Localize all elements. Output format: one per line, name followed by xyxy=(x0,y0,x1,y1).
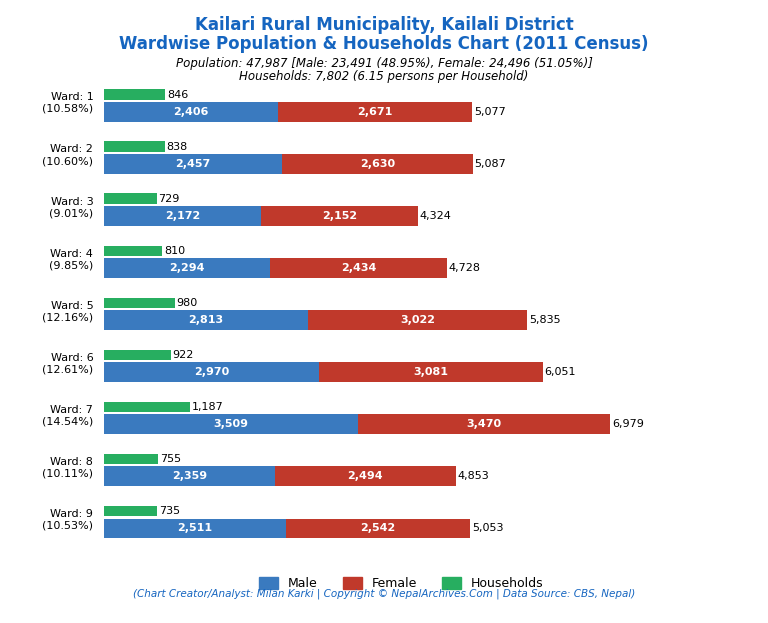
Text: 922: 922 xyxy=(172,350,194,360)
Bar xyxy=(286,518,471,538)
Text: 2,542: 2,542 xyxy=(360,523,396,533)
Bar xyxy=(104,414,359,434)
Bar xyxy=(104,258,270,278)
Bar xyxy=(278,102,472,121)
Text: 838: 838 xyxy=(166,141,187,151)
Text: 2,172: 2,172 xyxy=(165,211,200,221)
Text: Wardwise Population & Households Chart (2011 Census): Wardwise Population & Households Chart (… xyxy=(119,35,649,53)
Text: 2,152: 2,152 xyxy=(322,211,357,221)
Text: 3,509: 3,509 xyxy=(214,419,249,429)
Text: 3,081: 3,081 xyxy=(414,367,449,377)
Text: 755: 755 xyxy=(161,454,181,464)
Bar xyxy=(104,141,164,152)
Legend: Male, Female, Households: Male, Female, Households xyxy=(254,573,548,596)
Bar xyxy=(104,245,163,256)
Bar xyxy=(104,350,170,360)
Text: 5,053: 5,053 xyxy=(472,523,504,533)
Text: 2,511: 2,511 xyxy=(177,523,213,533)
Text: 2,671: 2,671 xyxy=(358,107,393,117)
Bar xyxy=(319,362,543,382)
Bar xyxy=(104,402,190,412)
Text: Population: 47,987 [Male: 23,491 (48.95%), Female: 24,496 (51.05%)]: Population: 47,987 [Male: 23,491 (48.95%… xyxy=(176,57,592,70)
Text: 846: 846 xyxy=(167,90,188,100)
Bar xyxy=(104,310,308,330)
Bar xyxy=(282,154,473,174)
Bar xyxy=(104,89,165,100)
Text: 3,022: 3,022 xyxy=(400,315,435,325)
Text: 4,324: 4,324 xyxy=(419,211,451,221)
Text: 5,835: 5,835 xyxy=(529,315,561,325)
Bar xyxy=(104,206,261,226)
Text: 2,434: 2,434 xyxy=(341,263,376,273)
Text: 4,853: 4,853 xyxy=(458,472,489,482)
Text: Kailari Rural Municipality, Kailali District: Kailari Rural Municipality, Kailali Dist… xyxy=(194,16,574,34)
Bar xyxy=(104,467,275,486)
Bar xyxy=(359,414,611,434)
Bar xyxy=(104,154,282,174)
Bar xyxy=(104,518,286,538)
Bar xyxy=(308,310,527,330)
Bar xyxy=(104,362,319,382)
Text: 2,494: 2,494 xyxy=(348,472,383,482)
Text: 2,359: 2,359 xyxy=(172,472,207,482)
Bar xyxy=(270,258,447,278)
Bar xyxy=(275,467,456,486)
Text: 2,457: 2,457 xyxy=(175,159,210,169)
Text: 2,406: 2,406 xyxy=(174,107,209,117)
Text: 1,187: 1,187 xyxy=(191,402,223,412)
Text: 4,728: 4,728 xyxy=(449,263,481,273)
Text: 2,970: 2,970 xyxy=(194,367,229,377)
Text: 2,813: 2,813 xyxy=(188,315,223,325)
Text: 729: 729 xyxy=(158,194,180,204)
Text: (Chart Creator/Analyst: Milan Karki | Copyright © NepalArchives.Com | Data Sourc: (Chart Creator/Analyst: Milan Karki | Co… xyxy=(133,589,635,599)
Text: 2,630: 2,630 xyxy=(360,159,395,169)
Text: 6,051: 6,051 xyxy=(545,367,576,377)
Bar xyxy=(104,194,157,204)
Text: 735: 735 xyxy=(159,506,180,516)
Text: 6,979: 6,979 xyxy=(612,419,644,429)
Text: 5,087: 5,087 xyxy=(475,159,506,169)
Text: Households: 7,802 (6.15 persons per Household): Households: 7,802 (6.15 persons per Hous… xyxy=(240,70,528,83)
Text: 3,470: 3,470 xyxy=(467,419,502,429)
Text: 810: 810 xyxy=(164,246,185,256)
Bar xyxy=(104,454,158,464)
Bar xyxy=(104,102,278,121)
Text: 5,077: 5,077 xyxy=(474,107,505,117)
Bar xyxy=(104,506,157,516)
Bar xyxy=(104,298,175,308)
Text: 2,294: 2,294 xyxy=(169,263,205,273)
Text: 980: 980 xyxy=(177,298,198,308)
Bar xyxy=(261,206,418,226)
